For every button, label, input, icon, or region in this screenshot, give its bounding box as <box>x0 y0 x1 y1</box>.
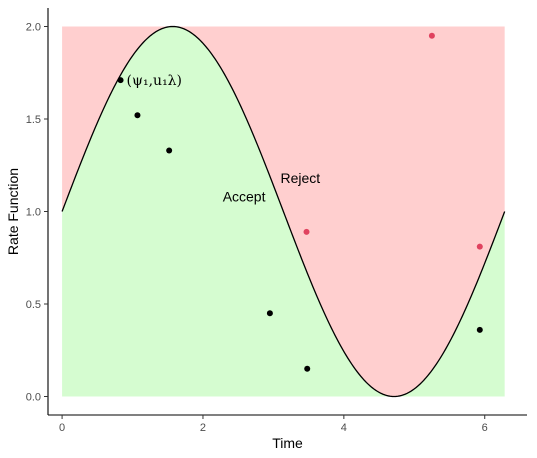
y-tick-label: 1.5 <box>26 114 41 126</box>
annotations: Reject Accept (ψ₁,u₁λ) <box>127 73 321 204</box>
point-annotation: (ψ₁,u₁λ) <box>127 73 182 89</box>
rejected-point <box>476 243 483 250</box>
x-tick-label: 4 <box>341 422 347 434</box>
accepted-point <box>117 77 124 84</box>
x-tick-label: 6 <box>482 422 488 434</box>
x-axis-ticks: 0 2 4 6 <box>59 415 488 434</box>
y-axis-ticks: 0.0 0.5 1.0 1.5 2.0 <box>26 22 48 404</box>
rate-curve-layer <box>61 25 506 398</box>
reject-region <box>62 26 505 397</box>
accepted-point <box>304 365 311 372</box>
y-tick-label: 0.5 <box>26 299 41 311</box>
accept-region-label: Accept <box>223 188 266 204</box>
points <box>117 32 483 372</box>
accepted-point <box>166 147 173 154</box>
y-tick-label: 2.0 <box>26 22 41 34</box>
rate-curve <box>61 25 506 398</box>
x-axis-title: Time <box>272 435 303 451</box>
rejected-point <box>303 228 310 235</box>
y-tick-label: 0.0 <box>26 392 41 404</box>
accepted-point <box>134 112 141 119</box>
reject-region-label: Reject <box>280 170 320 186</box>
x-tick-label: 0 <box>59 422 65 434</box>
x-tick-label: 2 <box>200 422 206 434</box>
y-tick-label: 1.0 <box>26 207 41 219</box>
accepted-point <box>266 310 273 317</box>
accepted-point <box>476 326 483 333</box>
y-axis-title: Rate Function <box>5 168 21 255</box>
rejected-point <box>428 32 435 39</box>
